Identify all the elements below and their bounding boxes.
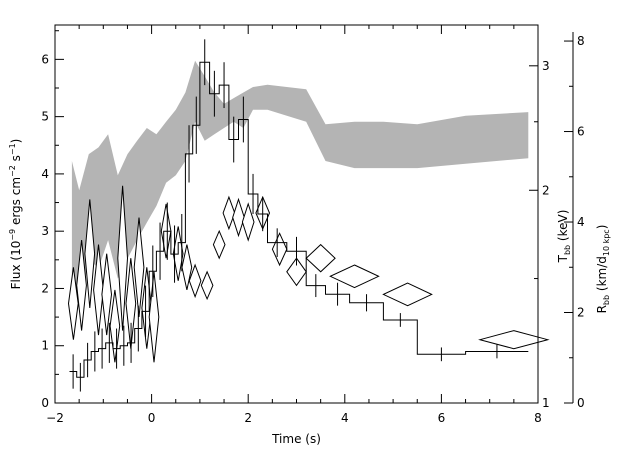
tbb-band: [71, 60, 529, 311]
rbb-tick-label: 4: [577, 215, 585, 229]
x-tick-label: 6: [438, 411, 446, 425]
rbb-diamond: [200, 270, 214, 301]
x-tick-label: 2: [244, 411, 252, 425]
rbb-diamond: [101, 253, 113, 336]
x-tick-label: 8: [534, 411, 542, 425]
rbb-diamond: [133, 217, 145, 318]
rbb-diamond: [329, 264, 380, 289]
tbb-tick-label: 3: [542, 59, 550, 73]
y-tick-label: 5: [41, 110, 49, 124]
rbb-axis-title: Rbb (km/d10 kpc): [595, 225, 611, 314]
rbb-diamond: [117, 185, 129, 331]
rbb-diamond: [67, 267, 79, 340]
tbb-band-layer: [71, 60, 529, 311]
rbb-tick-label: 6: [577, 125, 585, 139]
rbb-diamond: [148, 271, 160, 363]
flux-histogram-layer: [69, 39, 529, 392]
rbb-diamonds-layer: [67, 185, 550, 363]
y-tick-label: 3: [41, 224, 49, 238]
rbb-diamond: [286, 257, 307, 287]
y-tick-label: 6: [41, 52, 49, 66]
rbb-tick-label: 0: [577, 396, 585, 410]
y-tick-label: 1: [41, 339, 49, 353]
tbb-tick-label: 1: [542, 396, 550, 410]
x-tick-label: −2: [46, 411, 64, 425]
rbb-diamond: [212, 229, 226, 260]
x-tick-label: 0: [148, 411, 156, 425]
rbb-tick-label: 2: [577, 306, 585, 320]
rbb-diamond: [305, 243, 336, 273]
rbb-diamond: [271, 232, 288, 267]
rbb-diamond: [478, 330, 550, 350]
rbb-diamond: [188, 263, 202, 299]
rbb-diamond: [241, 202, 255, 242]
rbb-diamond: [222, 195, 236, 231]
rbb-diamond: [181, 244, 193, 291]
rbb-diamond: [109, 289, 121, 363]
rbb-tick-label: 8: [577, 34, 585, 48]
tbb-axis-title: Tbb (keV): [556, 210, 572, 264]
rbb-diamond: [76, 240, 87, 331]
x-axis-title: Time (s): [271, 432, 321, 446]
rbb-diamond: [84, 199, 96, 309]
y-tick-label: 2: [41, 281, 49, 295]
rbb-diamond: [232, 197, 245, 238]
x-tick-label: 4: [341, 411, 349, 425]
rbb-diamond: [382, 282, 433, 307]
rbb-diamond: [93, 244, 104, 336]
y-axis-title: Flux (10−9 ergs cm−2 s−1): [8, 139, 23, 290]
y-tick-label: 0: [41, 396, 49, 410]
y-tick-label: 4: [41, 167, 49, 181]
tbb-tick-label: 2: [542, 183, 550, 197]
